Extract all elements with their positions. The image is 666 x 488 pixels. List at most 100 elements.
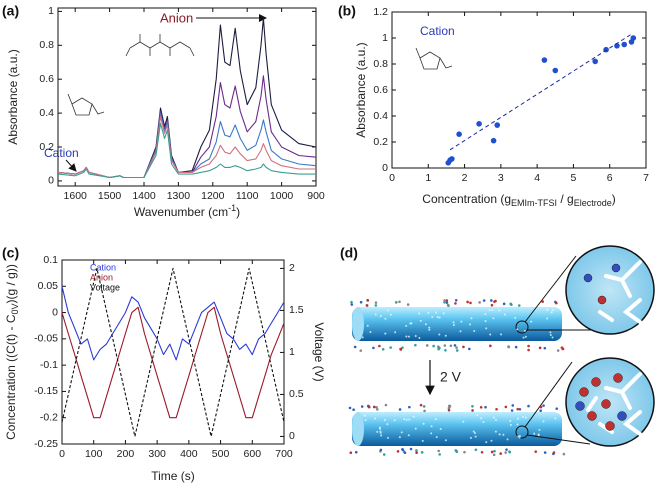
ion — [613, 373, 623, 383]
surface-dot — [361, 336, 364, 339]
surface-dot — [444, 334, 447, 337]
ion — [499, 452, 502, 455]
x-tick-label: 2 — [462, 172, 468, 184]
surface-dot — [522, 415, 525, 418]
ion — [422, 405, 426, 408]
ion — [466, 300, 469, 304]
y-axis-label: Absorbance (a.u.) — [6, 49, 20, 144]
surface-dot — [384, 332, 387, 335]
label-part: / g — [557, 192, 574, 206]
ion — [516, 407, 520, 411]
surface-dot — [398, 436, 401, 439]
surface-dot — [503, 313, 506, 316]
cation-structure — [415, 47, 453, 70]
zoom-spot — [515, 425, 529, 439]
label-part: Concentration (g — [422, 192, 511, 206]
surface-dot — [418, 312, 421, 315]
ion — [583, 273, 593, 283]
ion — [504, 405, 508, 409]
legend-entry: Voltage — [90, 282, 120, 292]
ion — [443, 344, 447, 347]
surface-dot — [488, 309, 491, 312]
annotation: Anion — [160, 10, 193, 25]
ion — [474, 448, 478, 452]
ion — [493, 449, 496, 453]
ion — [401, 346, 404, 349]
y2-tick-label: 2 — [289, 262, 295, 274]
surface-dot — [516, 423, 519, 426]
data-point — [494, 122, 501, 128]
ion — [605, 421, 615, 431]
ion — [443, 299, 446, 302]
surface-dot — [403, 418, 406, 421]
ion — [415, 451, 418, 454]
x-tick-label: 1600 — [64, 190, 88, 202]
surface-dot — [419, 319, 422, 322]
surface-dot — [470, 317, 473, 320]
data-point — [541, 57, 548, 63]
panel-label: (b) — [338, 3, 356, 19]
x-tick-label: 1300 — [167, 190, 191, 202]
ion — [350, 300, 353, 304]
panel-label: (c) — [2, 245, 19, 261]
ion — [454, 299, 458, 302]
x-tick-label: 1200 — [201, 190, 225, 202]
label-part: Concentration ((C(t) - C — [4, 314, 18, 440]
ion — [469, 301, 472, 305]
surface-dot — [549, 334, 552, 337]
y2-axis-label: Voltage (V) — [312, 322, 326, 381]
surface-dot — [506, 438, 509, 441]
ion — [543, 451, 547, 454]
y-tick-label: 0.4 — [39, 107, 54, 119]
data-point — [456, 131, 462, 137]
x-axis-label: Wavenumber (cm-1) — [134, 203, 240, 219]
ion — [437, 449, 440, 453]
surface-dot — [551, 336, 554, 339]
surface-dot — [469, 323, 472, 326]
y-tick-label: -0.05 — [34, 333, 58, 345]
label-part: ) — [612, 192, 616, 206]
ion — [517, 304, 521, 307]
ion — [552, 451, 556, 454]
ion — [374, 301, 378, 304]
data-line — [57, 122, 316, 179]
ion — [508, 450, 512, 454]
ion — [384, 403, 388, 407]
surface-dot — [408, 418, 411, 421]
y-tick-label: 0.4 — [373, 110, 388, 122]
ion — [587, 411, 597, 421]
surface-dot — [482, 420, 485, 423]
ion — [484, 405, 487, 409]
fit-line — [449, 33, 632, 151]
surface-dot — [414, 427, 417, 430]
surface-dot — [424, 323, 427, 326]
surface-dot — [522, 336, 525, 339]
surface-dot — [523, 329, 526, 332]
surface-dot — [409, 322, 412, 325]
ion — [495, 407, 498, 411]
ion — [415, 449, 418, 452]
ion — [414, 343, 417, 347]
ion — [438, 453, 441, 456]
surface-dot — [421, 439, 424, 442]
surface-dot — [373, 417, 376, 420]
surface-dot — [517, 435, 520, 438]
arrow-label: 2 V — [440, 369, 462, 385]
x-tick-label: 3 — [498, 172, 504, 184]
surface-dot — [469, 436, 472, 439]
anion-structure — [125, 34, 195, 57]
surface-dot — [524, 335, 527, 338]
ion — [527, 348, 530, 352]
ion — [406, 303, 410, 306]
y-tick-label: 0.8 — [373, 58, 388, 70]
annotation: Cation — [420, 24, 455, 38]
surface-dot — [533, 432, 536, 435]
ion — [359, 349, 363, 352]
panel-label: (d) — [340, 245, 358, 261]
label-script: 0V — [10, 303, 20, 314]
surface-dot — [537, 434, 540, 437]
surface-dot — [387, 309, 390, 312]
x-tick-label: 700 — [275, 448, 293, 460]
surface-dot — [516, 328, 519, 331]
data-point — [552, 67, 559, 74]
